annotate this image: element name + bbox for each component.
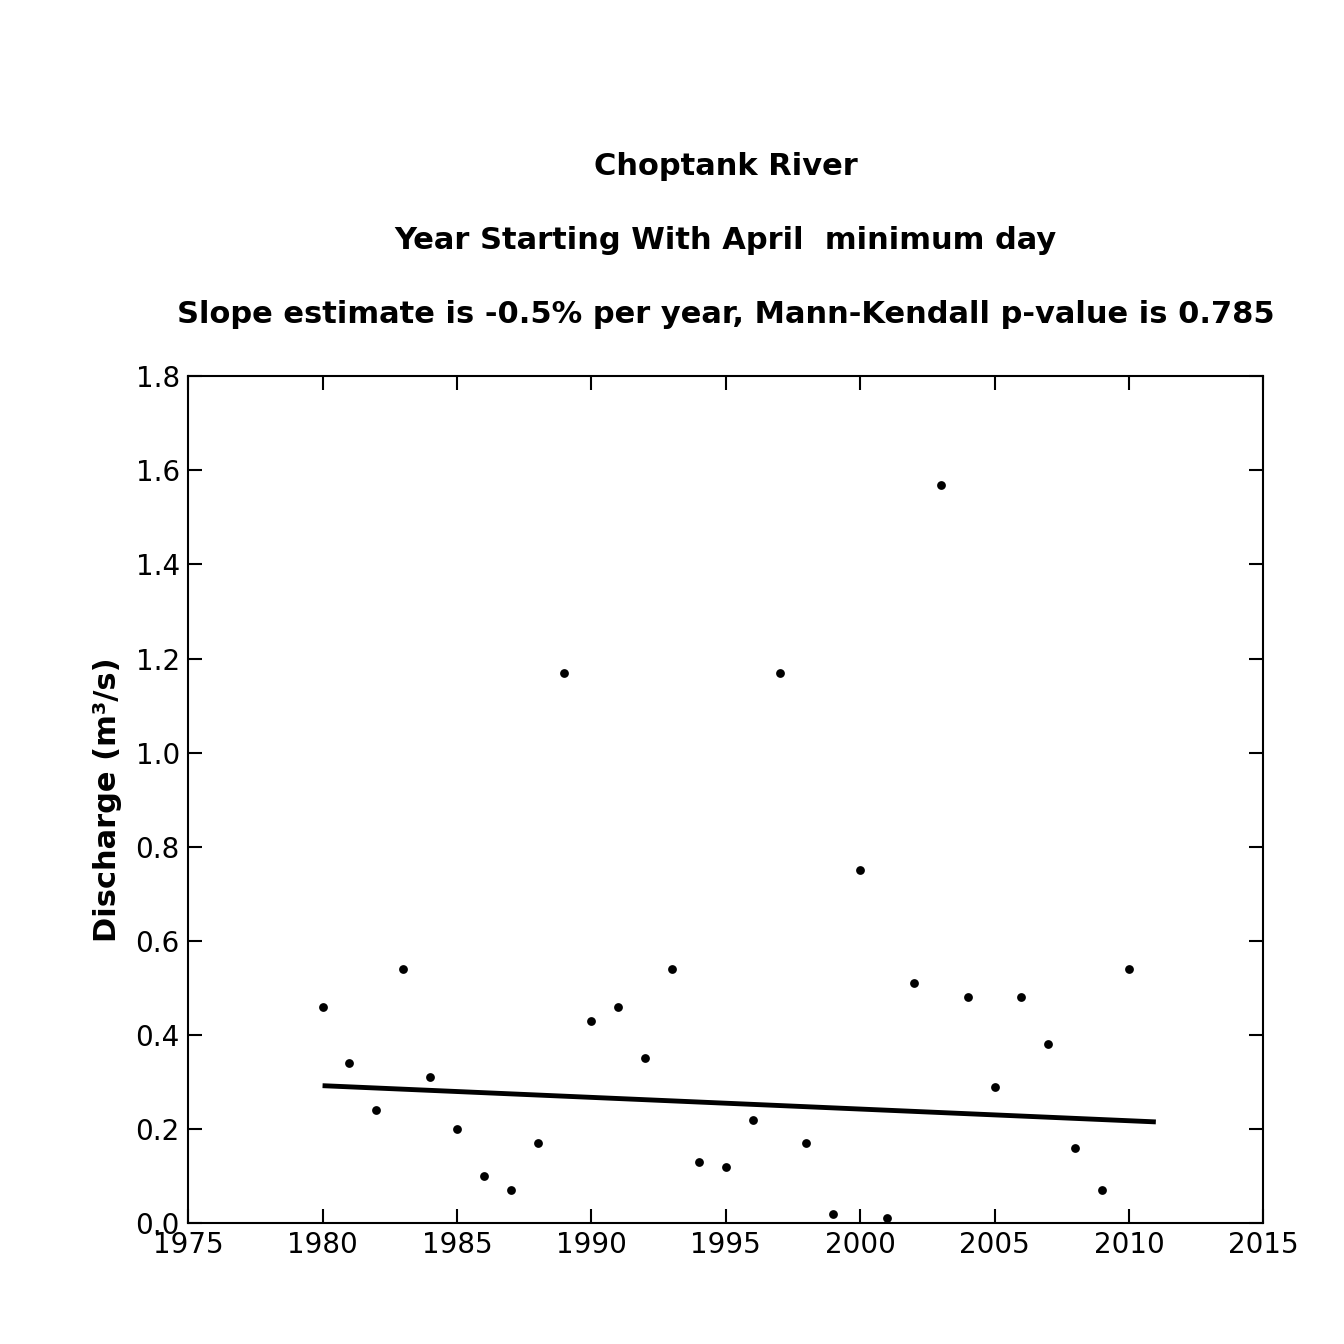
Point (500, 1180, 521, 1202)
Point (796, 1132, 817, 1153)
Point (634, 1048, 656, 1070)
Point (339, 1052, 360, 1074)
Point (312, 996, 333, 1017)
Point (446, 1118, 468, 1140)
Text: Choptank River: Choptank River (594, 152, 857, 181)
Point (823, 1203, 844, 1224)
Point (849, 860, 871, 882)
Point (366, 1099, 387, 1121)
Point (661, 958, 683, 980)
Point (742, 1109, 763, 1130)
Point (1038, 1034, 1059, 1055)
Point (715, 1156, 737, 1177)
Point (876, 1208, 898, 1228)
Point (1064, 1137, 1086, 1159)
Text: Year Starting With April  minimum day: Year Starting With April minimum day (395, 226, 1056, 255)
Point (392, 958, 414, 980)
Point (984, 1075, 1005, 1097)
Point (581, 1011, 602, 1032)
Point (554, 663, 575, 684)
Point (419, 1067, 441, 1089)
Y-axis label: Discharge (m³/s): Discharge (m³/s) (93, 657, 121, 942)
Point (688, 1150, 710, 1172)
Point (1091, 1180, 1113, 1202)
Point (957, 986, 978, 1008)
Point (527, 1132, 548, 1153)
Point (607, 996, 629, 1017)
Point (903, 973, 925, 995)
Point (1011, 986, 1032, 1008)
Point (930, 474, 952, 496)
Text: Slope estimate is -0.5% per year, Mann-Kendall p-value is 0.785: Slope estimate is -0.5% per year, Mann-K… (177, 300, 1274, 329)
Point (1118, 958, 1140, 980)
Point (473, 1165, 495, 1187)
Point (769, 663, 790, 684)
